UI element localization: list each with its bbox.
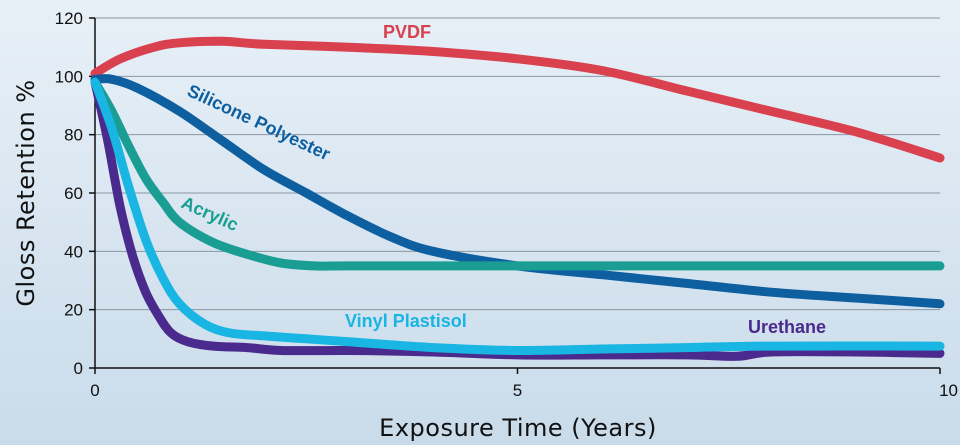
y-tick-label: 120 [55,9,83,28]
label-pvdf: PVDF [383,22,431,42]
x-axis-title: Exposure Time (Years) [379,414,657,442]
y-tick-label: 80 [64,126,83,145]
y-tick-label: 20 [64,301,83,320]
y-axis-title: Gloss Retention % [12,79,40,306]
x-tick-label: 10 [939,381,958,400]
series-lines [90,36,945,361]
series-line-urethane [90,77,945,361]
x-tick-label: 0 [90,381,99,400]
series-line-pvdf [90,36,945,163]
label-silicone-polyester: Silicone Polyester [184,80,333,164]
series-line-vinyl-plastisol [90,77,945,356]
y-tick-label: 100 [55,67,83,86]
y-tick-label: 40 [64,242,83,261]
label-urethane: Urethane [748,317,826,337]
x-tick-label: 5 [513,381,522,400]
y-tick-label: 60 [64,184,83,203]
series-line-acrylic [90,77,945,271]
y-tick-label: 0 [74,359,83,378]
label-vinyl-plastisol: Vinyl Plastisol [345,311,467,331]
x-tick-labels: 0 5 10 [90,368,958,400]
series-line-silicone-polyester [90,74,945,309]
y-tick-labels: 0 20 40 60 80 100 120 [55,9,95,378]
